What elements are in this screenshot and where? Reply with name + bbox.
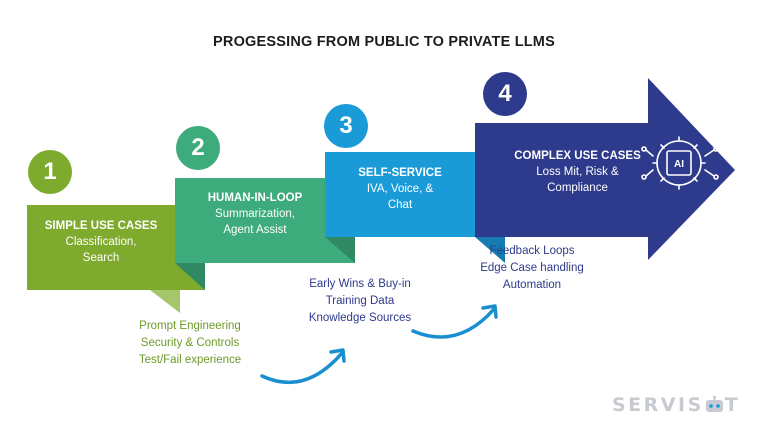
logo-text-end: T <box>724 394 741 416</box>
stage-3-note-2: Edge Case handling <box>480 262 584 274</box>
step-3-text: SELF-SERVICE IVA, Voice, & Chat <box>330 165 470 213</box>
curved-arrow-2-head <box>481 304 498 319</box>
stage-3-notes: Feedback Loops Edge Case handling Automa… <box>462 243 602 294</box>
stage-2-note-3: Knowledge Sources <box>308 312 412 324</box>
stage-2-note-2: Training Data <box>325 295 395 307</box>
step-2-line-2: Agent Assist <box>223 224 287 236</box>
stage-3-note-3: Automation <box>502 279 562 291</box>
servisbot-logo: SERVIS T <box>612 394 740 416</box>
logo-text-start: SERVIS <box>612 394 704 416</box>
stage-1-note-3: Test/Fail experience <box>138 354 242 366</box>
stage-2-notes: Early Wins & Buy-in Training Data Knowle… <box>290 276 430 327</box>
step-1-number-circle: 1 <box>28 150 72 194</box>
step-3-number-circle: 3 <box>324 104 368 148</box>
stage-1-note-2: Security & Controls <box>140 337 240 349</box>
stage-2-note-1: Early Wins & Buy-in <box>309 278 411 290</box>
step-4-heading: COMPLEX USE CASES <box>514 150 641 162</box>
step-2-heading: HUMAN-IN-LOOP <box>207 192 303 204</box>
curved-arrow-2 <box>411 307 496 339</box>
curved-arrow-1-head <box>329 348 346 363</box>
step-2-line-1: Summarization, <box>215 208 295 220</box>
robot-head-icon <box>705 395 724 413</box>
ai-chip-label: AI <box>674 159 684 170</box>
step-4-number-circle: 4 <box>483 72 527 116</box>
page-title: PROGESSING FROM PUBLIC TO PRIVATE LLMS <box>213 34 555 50</box>
stage-1-note-1: Prompt Engineering <box>139 320 241 332</box>
step-4-text: COMPLEX USE CASES Loss Mit, Risk & Compl… <box>505 148 650 196</box>
stage-3-note-1: Feedback Loops <box>489 245 575 257</box>
curved-arrow-1 <box>260 351 344 385</box>
step-2-text: HUMAN-IN-LOOP Summarization, Agent Assis… <box>180 190 330 238</box>
step-4-line-2: Compliance <box>547 182 608 194</box>
stage-1-notes: Prompt Engineering Security & Controls T… <box>120 318 260 369</box>
step-3-heading: SELF-SERVICE <box>358 167 442 179</box>
step-4-line-1: Loss Mit, Risk & <box>536 166 619 178</box>
step-1-heading: SIMPLE USE CASES <box>44 220 158 232</box>
step-2-number-circle: 2 <box>176 126 220 170</box>
step-3-line-2: Chat <box>387 199 413 211</box>
step-1-line-1: Classification, <box>65 236 137 248</box>
step-1-line-2: Search <box>82 252 120 264</box>
step-3-line-1: IVA, Voice, & <box>366 183 434 195</box>
step-1-text: SIMPLE USE CASES Classification, Search <box>27 218 175 266</box>
